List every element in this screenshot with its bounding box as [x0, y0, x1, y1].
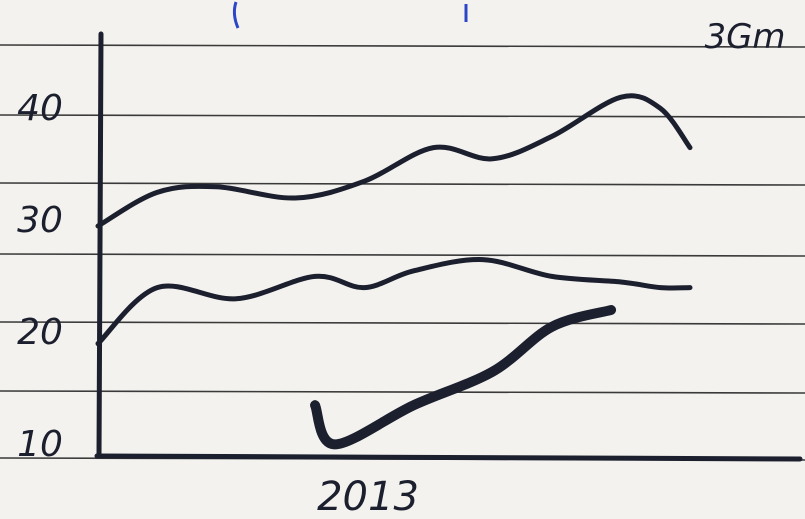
y-tick-label: 40 — [17, 88, 63, 129]
y-tick-label: 30 — [17, 200, 63, 241]
ruled-lines — [0, 44, 805, 461]
ruled-line — [0, 321, 805, 325]
x-tick-label: 2013 — [317, 474, 419, 519]
ruled-line — [0, 44, 805, 48]
ruled-line — [0, 114, 805, 118]
axes — [94, 31, 803, 462]
ruled-line — [0, 182, 805, 186]
binding-stroke — [232, 1, 468, 29]
y-axis — [96, 31, 104, 459]
y-tick-label: 10 — [17, 424, 63, 465]
annotations: 3Gm — [704, 17, 785, 57]
x-tick-labels: 2013 — [317, 474, 419, 519]
series-line-2 — [95, 257, 693, 347]
y-tick-label: 20 — [17, 312, 63, 353]
ruled-line — [0, 390, 805, 394]
x-axis — [94, 453, 803, 462]
series-line-1 — [95, 93, 693, 229]
y-tick-labels: 10 20 30 40 — [17, 88, 63, 465]
annotation-label: 3Gm — [704, 17, 785, 57]
ruled-line — [0, 253, 805, 257]
series-line-3 — [310, 305, 617, 450]
series-layer — [95, 93, 693, 450]
